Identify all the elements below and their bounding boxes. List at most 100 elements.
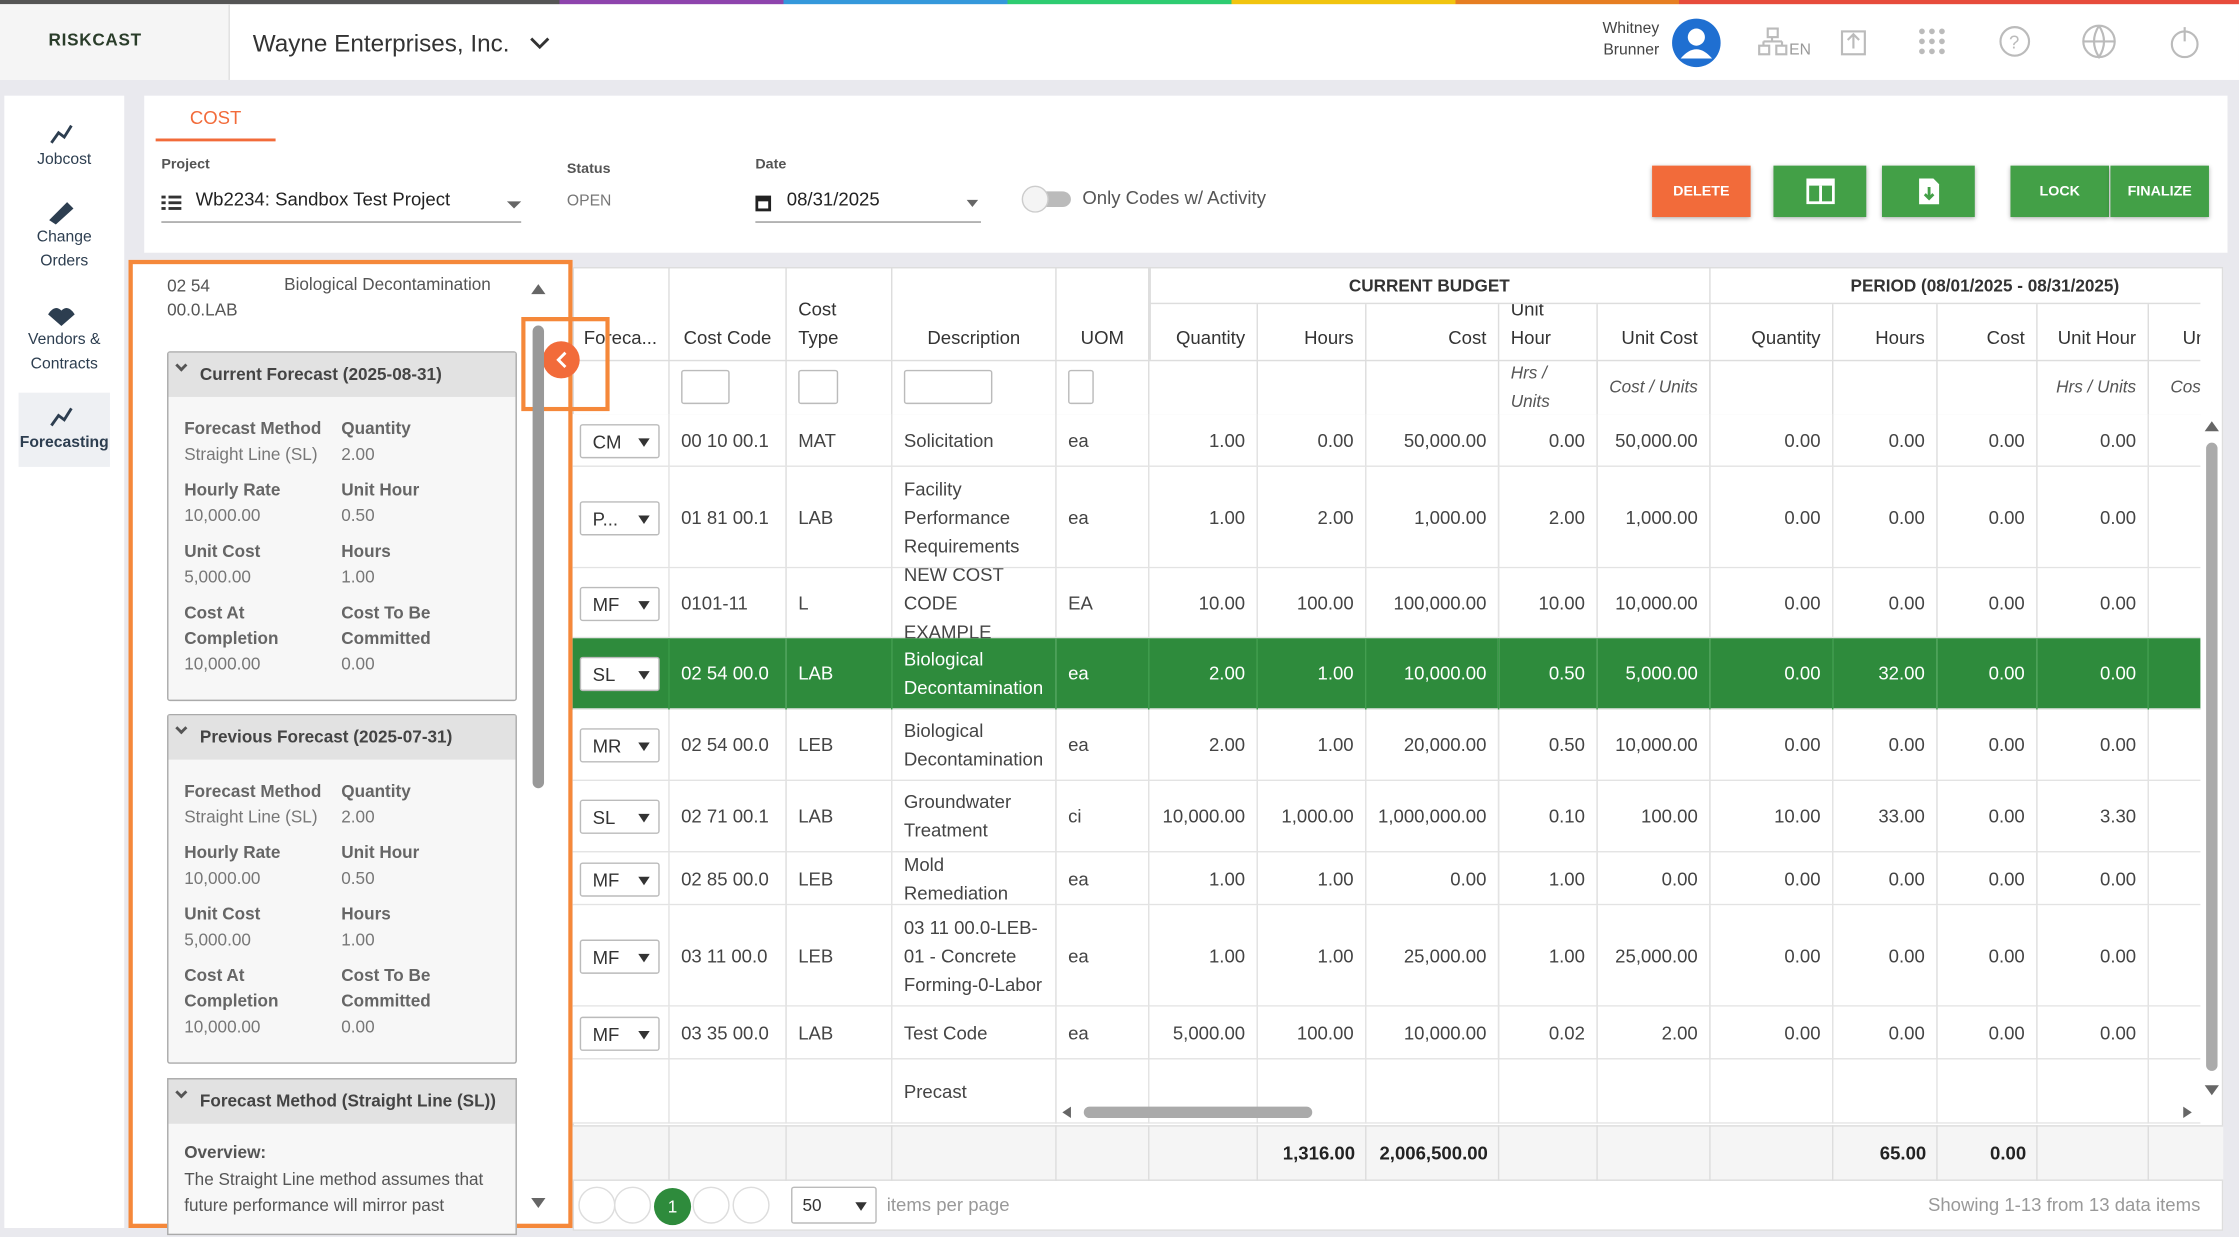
v-scrollbar[interactable] bbox=[2200, 414, 2223, 1102]
field-value: 0.00 bbox=[341, 651, 498, 677]
total-value: 0.00 bbox=[1938, 1125, 2038, 1181]
finalize-button[interactable]: FINALIZE bbox=[2110, 166, 2209, 217]
pager-button[interactable] bbox=[733, 1187, 770, 1224]
cell-border bbox=[891, 852, 892, 905]
cell-number: 10.00 bbox=[1149, 568, 1258, 638]
delete-button[interactable]: DELETE bbox=[1652, 166, 1751, 217]
forecast-value: MF bbox=[593, 946, 633, 967]
table-row[interactable]: CM00 10 00.1MATSolicitationea1.000.0050,… bbox=[573, 414, 2201, 467]
cell-number: 100,000.00 bbox=[1367, 568, 1500, 638]
cell-number: 0.00 bbox=[2038, 638, 2149, 709]
dropdown-caret bbox=[638, 671, 649, 680]
cell-border bbox=[1709, 852, 1710, 905]
header-icons[interactable]: ? bbox=[1756, 23, 2213, 66]
field-label: Quantity bbox=[341, 778, 491, 804]
table-row[interactable]: MF03 35 00.0LABTest Codeea5,000.00100.00… bbox=[573, 1007, 2201, 1060]
nav-item[interactable]: Jobcost bbox=[14, 149, 114, 173]
forecast-select[interactable]: MR bbox=[580, 728, 660, 762]
table-row[interactable]: MF02 85 00.0LEBMold Remediationea1.001.0… bbox=[573, 852, 2201, 905]
company-name[interactable]: Wayne Enterprises, Inc. bbox=[253, 30, 510, 59]
field-label: Unit Hour bbox=[341, 840, 491, 866]
card-header[interactable]: Current Forecast (2025-08-31) bbox=[168, 353, 515, 397]
forecast-select[interactable]: SL bbox=[580, 800, 660, 834]
cell-number: 0.00 bbox=[1711, 568, 1834, 638]
cell-border bbox=[668, 1060, 669, 1124]
field-label: Cost At Completion bbox=[184, 600, 334, 651]
column-header: Unit Hour bbox=[2038, 304, 2149, 360]
cell-number: 0.00 bbox=[2038, 414, 2149, 467]
tab-cost[interactable]: COST bbox=[156, 107, 276, 141]
filter-cell bbox=[1367, 360, 1500, 414]
columns-button[interactable] bbox=[1773, 166, 1866, 217]
forecast-select[interactable]: MF bbox=[580, 586, 660, 620]
cell-border bbox=[1498, 852, 1499, 905]
card-header[interactable]: Forecast Method (Straight Line (SL)) bbox=[168, 1079, 515, 1123]
company-dropdown[interactable] bbox=[530, 36, 550, 50]
card-header[interactable]: Previous Forecast (2025-07-31) bbox=[168, 715, 515, 759]
logo[interactable]: RISKCAST bbox=[49, 30, 142, 50]
cell-border bbox=[2148, 638, 2149, 709]
field-value: 10,000.00 bbox=[184, 503, 341, 529]
cell-border bbox=[1055, 1060, 1056, 1124]
nav-item[interactable]: Forecasting bbox=[14, 431, 114, 455]
pager-button[interactable] bbox=[693, 1187, 730, 1224]
cell-border bbox=[1148, 568, 1149, 638]
cell-number: 100.00 bbox=[1598, 781, 1711, 852]
table-row[interactable]: P...01 81 00.1LABFacility Performance Re… bbox=[573, 467, 2201, 568]
field-label: Cost To Be Committed bbox=[341, 962, 491, 1013]
table-row[interactable]: SL02 71 00.1LABGroundwater Treatmentci10… bbox=[573, 781, 2201, 852]
nav-item[interactable]: Vendors & Contracts bbox=[14, 328, 114, 377]
toggle[interactable] bbox=[1021, 184, 1075, 213]
cell-uom: ea bbox=[1057, 414, 1150, 467]
cell-border bbox=[1148, 710, 1149, 781]
cell-number: 1.00 bbox=[1258, 710, 1367, 781]
forecast-select[interactable]: MF bbox=[580, 862, 660, 896]
cell-number: 10,000.00 bbox=[1367, 638, 1500, 709]
forecast-select[interactable]: SL bbox=[580, 657, 660, 691]
user-name: WhitneyBrunner bbox=[1585, 19, 1659, 62]
cell-border bbox=[1257, 905, 1258, 1006]
table-row[interactable]: MR02 54 00.0LEBBiological Decontaminatio… bbox=[573, 710, 2201, 781]
cell-border bbox=[785, 638, 786, 709]
forecast-select[interactable]: MF bbox=[580, 939, 660, 973]
field-value: 2.00 bbox=[341, 441, 498, 467]
forecast-select[interactable]: CM bbox=[580, 423, 660, 457]
status-value: OPEN bbox=[567, 193, 612, 210]
table-row[interactable]: MF03 11 00.0LEB03 11 00.0-LEB-01 - Concr… bbox=[573, 905, 2201, 1006]
table-row[interactable]: SL02 54 00.0LABBiological Decontaminatio… bbox=[573, 638, 2201, 709]
pager-button[interactable] bbox=[578, 1187, 615, 1224]
cell-border bbox=[785, 1060, 786, 1124]
filter-cell bbox=[1598, 360, 1711, 414]
cell-number: 100.00 bbox=[1258, 568, 1367, 638]
cell-border bbox=[1832, 1007, 1833, 1060]
field-label: Unit Hour bbox=[341, 477, 491, 503]
cell-uom: ci bbox=[1057, 781, 1150, 852]
pager-button[interactable] bbox=[614, 1187, 651, 1224]
column-header: Cost bbox=[1367, 304, 1500, 360]
lock-button[interactable]: LOCK bbox=[2010, 166, 2109, 217]
cell-type: L bbox=[787, 568, 893, 638]
cell-number: 0.00 bbox=[1711, 852, 1834, 905]
cell-border bbox=[785, 1007, 786, 1060]
forecast-select[interactable]: P... bbox=[580, 500, 660, 534]
avatar[interactable] bbox=[1671, 17, 1722, 68]
cell-code: 02 54 00.0 bbox=[670, 710, 787, 781]
cell-border bbox=[1055, 852, 1056, 905]
language[interactable]: EN bbox=[1789, 41, 1811, 58]
per-page-select[interactable]: 50 bbox=[791, 1187, 877, 1224]
nav-item[interactable]: Change Orders bbox=[14, 226, 114, 275]
table-row[interactable]: MF0101-11LNEW COST CODE EXAMPLEEA10.0010… bbox=[573, 568, 2201, 638]
columns-icon bbox=[1806, 178, 1835, 204]
cell-number: 2.00 bbox=[1258, 467, 1367, 568]
forecast-select[interactable]: MF bbox=[580, 1016, 660, 1050]
cell-number: 0.50 bbox=[1499, 638, 1598, 709]
h-scrollbar[interactable] bbox=[1058, 1102, 2200, 1122]
cell-border bbox=[1257, 852, 1258, 905]
pager-page[interactable]: 1 bbox=[654, 1188, 691, 1225]
panel-scrollbar[interactable] bbox=[525, 280, 551, 1217]
cell-border bbox=[891, 568, 892, 638]
cell-border bbox=[1055, 414, 1056, 467]
cell-code: 03 35 00.0 bbox=[670, 1007, 787, 1060]
export-button[interactable] bbox=[1882, 166, 1975, 217]
